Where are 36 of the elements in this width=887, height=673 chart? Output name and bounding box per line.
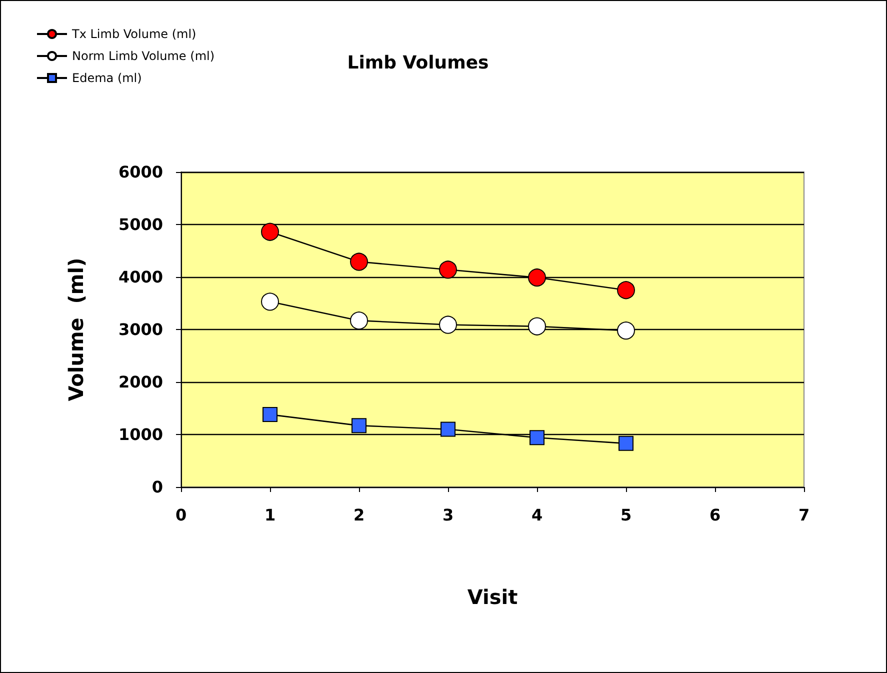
point [350,312,368,330]
legend-label: Tx Limb Volume (ml) [71,27,196,41]
point [530,430,544,446]
y-tick-label: 6000 [118,162,163,182]
point [617,281,635,300]
legend-label: Norm Limb Volume (ml) [72,49,215,63]
x-tick-label: 3 [442,506,454,524]
point [617,322,635,340]
y-tick-label: 4000 [118,268,163,286]
point [439,316,457,334]
chart-title: Limb Volumes [347,52,489,74]
point [528,268,546,287]
point [352,418,366,434]
point [350,252,368,271]
y-axis-title: Volume (ml) [64,258,88,402]
y-tick-label: 2000 [118,372,163,392]
x-tick-label: 5 [620,506,632,524]
x-tick-label: 1 [264,506,276,524]
point [528,317,546,336]
legend-label: Edema (ml) [72,71,142,85]
point [440,422,456,437]
y-tick-label: 5000 [118,215,163,234]
y-tick-label: 3000 [118,320,163,339]
x-tick-label: 2 [353,506,365,524]
x-tick-label: 0 [175,506,187,524]
y-tick-label: 0 [152,478,163,496]
x-tick-label: 7 [798,506,810,524]
x-tick-label: 4 [531,506,543,524]
point [261,292,279,311]
x-tick-label: 6 [709,506,721,524]
y-tick-label: 1000 [118,425,163,444]
point [618,436,634,451]
point [261,222,279,241]
point [262,407,278,422]
x-axis-title: Visit [467,585,518,609]
point [439,260,457,279]
